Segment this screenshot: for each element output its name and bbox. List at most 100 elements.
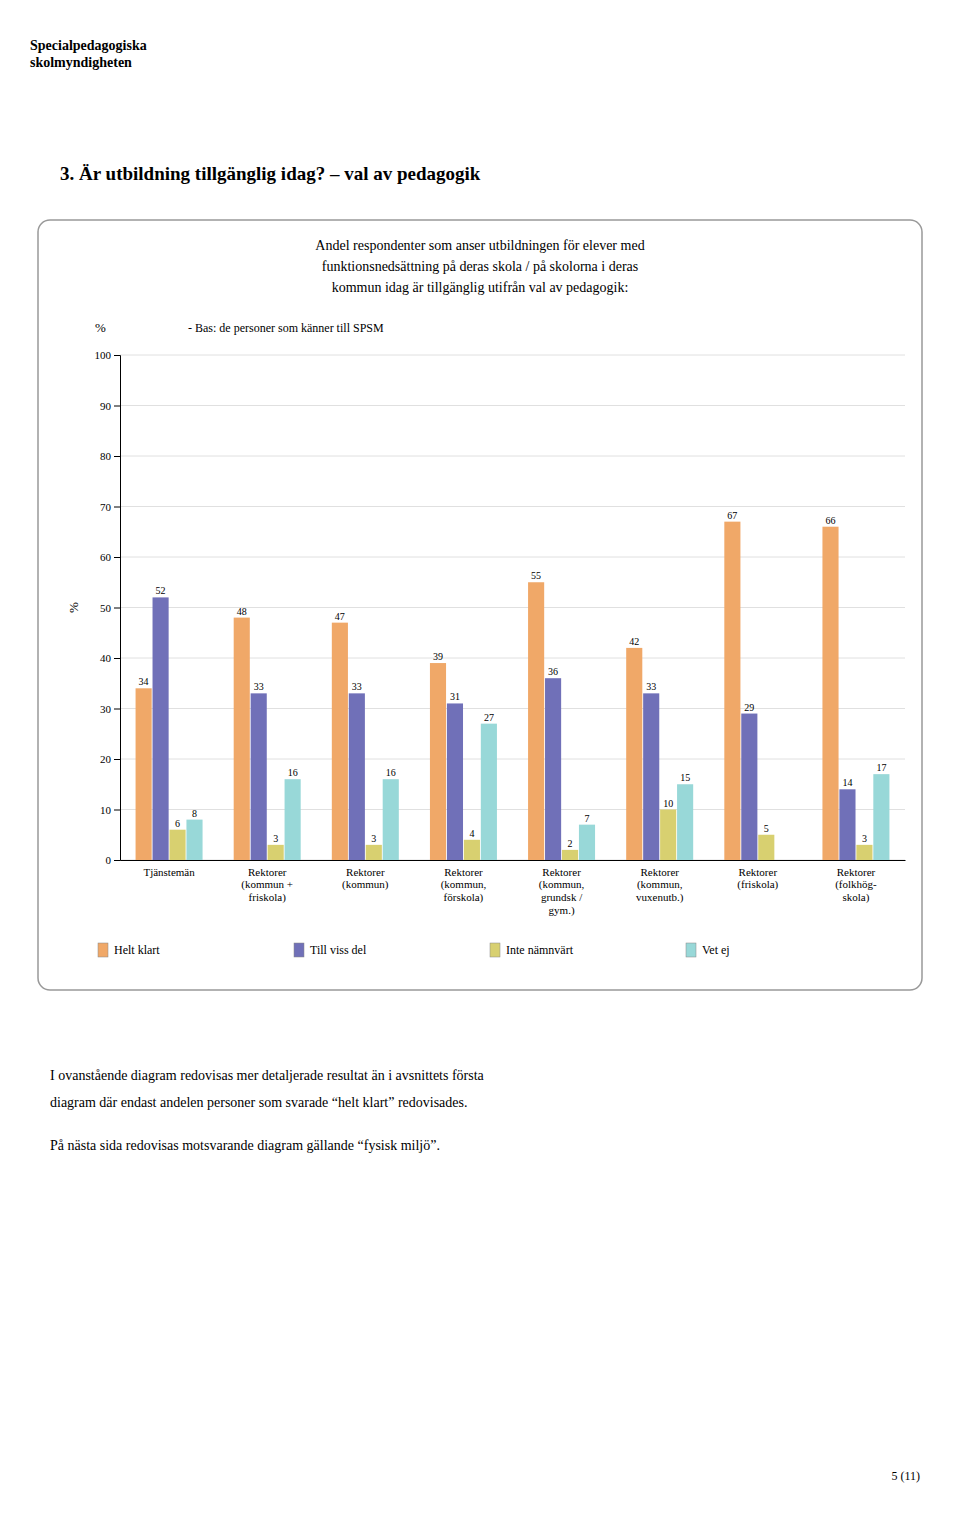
legend-label: Helt klart	[114, 943, 160, 957]
bar	[186, 820, 202, 860]
tick-mark	[114, 557, 120, 558]
data-label: 31	[450, 691, 460, 702]
tick-mark	[114, 355, 120, 356]
tick: Tjänstemän	[143, 866, 195, 878]
bar	[643, 693, 659, 860]
axis-line	[121, 860, 906, 861]
tick-label: 30	[100, 703, 112, 715]
tick: Rektorer(kommun,vuxenutb.)	[636, 866, 684, 904]
chart-title: kommun idag är tillgänglig utifrån val a…	[332, 280, 629, 295]
tick: Rektorer(kommun,grundsk /gym.)	[539, 866, 585, 917]
data-label: 3	[371, 833, 376, 844]
series	[153, 597, 856, 860]
legend: Helt klart Till viss del Inte nämnvärt Vet …	[98, 943, 730, 957]
bars	[136, 522, 890, 860]
bar	[724, 522, 740, 860]
bar	[349, 693, 365, 860]
x-axis: Tjänstemän Rektorer(kommun +friskola) Rekt…	[121, 861, 906, 917]
data-label: 36	[548, 666, 558, 677]
tick-label: Rektorer(kommun,förskola)	[441, 866, 487, 904]
tick: 70	[100, 501, 120, 513]
tick: Rektorer(kommun,förskola)	[441, 866, 487, 904]
tick-label: 70	[100, 501, 112, 513]
tick-label: Tjänstemän	[143, 866, 195, 878]
tick: 30	[100, 703, 120, 715]
tick-mark	[114, 406, 120, 407]
legend-swatch	[98, 943, 108, 957]
legend-swatch	[490, 943, 500, 957]
tick: Rektorer(friskola)	[737, 866, 778, 892]
data-label: 17	[876, 762, 886, 773]
data-labels: 3448473955426766523333313633291463342105…	[139, 510, 887, 849]
data-label: 3	[273, 833, 278, 844]
bar	[741, 714, 757, 860]
tick-label: 90	[100, 400, 112, 412]
chart-box	[38, 220, 922, 990]
chart-title: Andel respondenter som anser utbildninge…	[315, 238, 644, 253]
series	[136, 522, 839, 860]
page-title: 3. Är utbildning tillgänglig idag? – val…	[60, 163, 481, 184]
legend-label: Till viss del	[310, 943, 367, 957]
tick-label: Rektorer(friskola)	[737, 866, 778, 892]
data-label: 2	[568, 838, 573, 849]
bar	[332, 623, 348, 860]
tick: 100	[95, 349, 121, 361]
body-text: I ovanstående diagram redovisas mer deta…	[50, 1068, 485, 1083]
legend-item: Till viss del	[294, 943, 367, 957]
bar	[447, 703, 463, 860]
tick: 20	[100, 753, 120, 765]
data-label: 67	[727, 510, 737, 521]
data-label: 4	[469, 828, 474, 839]
bar	[839, 789, 855, 860]
data-label: 5	[764, 823, 769, 834]
legend-swatch	[294, 943, 304, 957]
bar	[856, 845, 872, 860]
bar	[464, 840, 480, 860]
data-label: 42	[629, 636, 639, 647]
data-label: 34	[139, 676, 149, 687]
tick: Rektorer(folkhög-skola)	[835, 866, 877, 904]
data-label: 8	[192, 808, 197, 819]
data-label: 16	[288, 767, 298, 778]
series	[169, 810, 872, 861]
bar	[758, 835, 774, 860]
bar	[562, 850, 578, 860]
data-label: 33	[254, 681, 264, 692]
data-label: 14	[842, 777, 852, 788]
bar	[822, 527, 838, 860]
series	[186, 724, 889, 860]
grid	[120, 355, 905, 860]
bar	[430, 663, 446, 860]
axis-title: %	[66, 602, 81, 613]
legend-item: Vet ej	[686, 943, 730, 957]
chart-title: funktionsnedsättning på deras skola / på…	[322, 259, 638, 274]
data-label: 6	[175, 818, 180, 829]
bar	[481, 724, 497, 860]
tick-label: 50	[100, 602, 112, 614]
bar	[873, 774, 889, 860]
data-label: 47	[335, 611, 345, 622]
legend-swatch	[686, 943, 696, 957]
page: Specialpedagogiskaskolmyndigheten3. Är u…	[0, 0, 960, 1520]
bar	[528, 582, 544, 860]
data-label: 29	[744, 702, 754, 713]
data-label: 48	[237, 606, 247, 617]
bar	[285, 779, 301, 860]
data-label: 66	[825, 515, 835, 526]
tick-label: 80	[100, 450, 112, 462]
data-label: 33	[352, 681, 362, 692]
legend-label: Vet ej	[702, 943, 730, 957]
legend-label: Inte nämnvärt	[506, 943, 574, 957]
grid-line	[120, 557, 905, 558]
grid-line	[120, 405, 905, 406]
bar	[234, 618, 250, 860]
body-text: På nästa sida redovisas motsvarande diag…	[50, 1138, 440, 1153]
tick: Rektorer(kommun +friskola)	[241, 866, 293, 904]
data-label: 10	[663, 798, 673, 809]
tick-label: 20	[100, 753, 112, 765]
chart-subtitle: - Bas: de personer som känner till SPSM	[188, 321, 384, 335]
bar	[136, 688, 152, 860]
tick-label: 40	[100, 652, 112, 664]
tick: 40	[100, 652, 120, 664]
data-label: 33	[646, 681, 656, 692]
